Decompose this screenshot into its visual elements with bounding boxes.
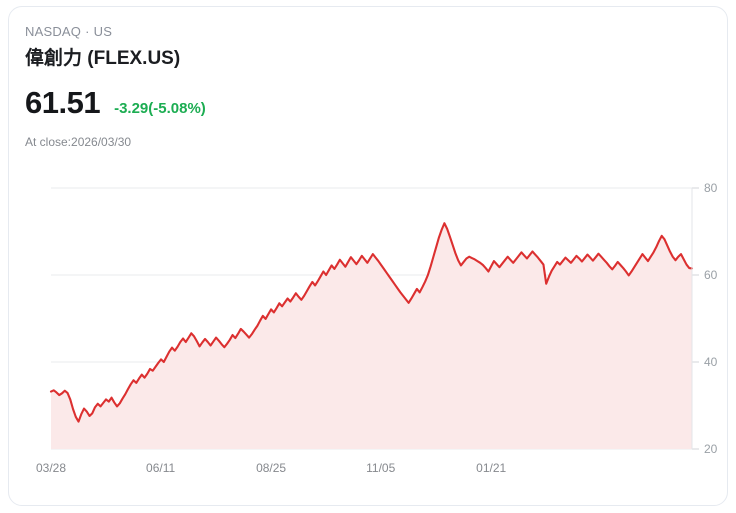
- price-row: 61.51 -3.29(-5.08%): [25, 85, 625, 121]
- x-axis-label: 08/25: [256, 461, 286, 475]
- chart-area-fill: [51, 223, 692, 449]
- x-axis-label: 06/11: [146, 461, 175, 475]
- page-title: 偉創力 (FLEX.US): [25, 48, 181, 69]
- chart-y-axis: 80 60 40 20: [691, 181, 718, 456]
- y-axis-label: 60: [704, 268, 718, 282]
- price-chart[interactable]: 80 60 40 20 03/28 06/11 08/25 11/05 01/21: [9, 167, 736, 487]
- price-change: -3.29(-5.08%): [114, 100, 206, 117]
- x-axis-label: 11/05: [366, 461, 395, 475]
- x-axis-label: 01/21: [476, 461, 506, 475]
- stock-quote-card: NASDAQ · US 偉創力 (FLEX.US) 61.51 -3.29(-5.0…: [8, 6, 728, 506]
- exchange-line: NASDAQ · US: [25, 23, 625, 40]
- exchange-separator: ·: [85, 24, 90, 39]
- quote-header: NASDAQ · US 偉創力 (FLEX.US) 61.51 -3.29(-5.0…: [25, 23, 625, 150]
- y-axis-label: 20: [704, 442, 718, 456]
- close-status: At close:2026/03/30: [25, 135, 132, 149]
- chart-x-axis: 03/28 06/11 08/25 11/05 01/21: [36, 461, 507, 475]
- y-axis-label: 80: [704, 181, 718, 195]
- y-axis-label: 40: [704, 355, 718, 369]
- x-axis-label: 03/28: [36, 461, 66, 475]
- price-value: 61.51: [25, 85, 101, 120]
- exchange-region: US: [93, 24, 113, 39]
- price-chart-svg[interactable]: 80 60 40 20 03/28 06/11 08/25 11/05 01/21: [9, 167, 736, 487]
- chart-line-series: [49, 222, 694, 423]
- exchange-name: NASDAQ: [25, 24, 82, 39]
